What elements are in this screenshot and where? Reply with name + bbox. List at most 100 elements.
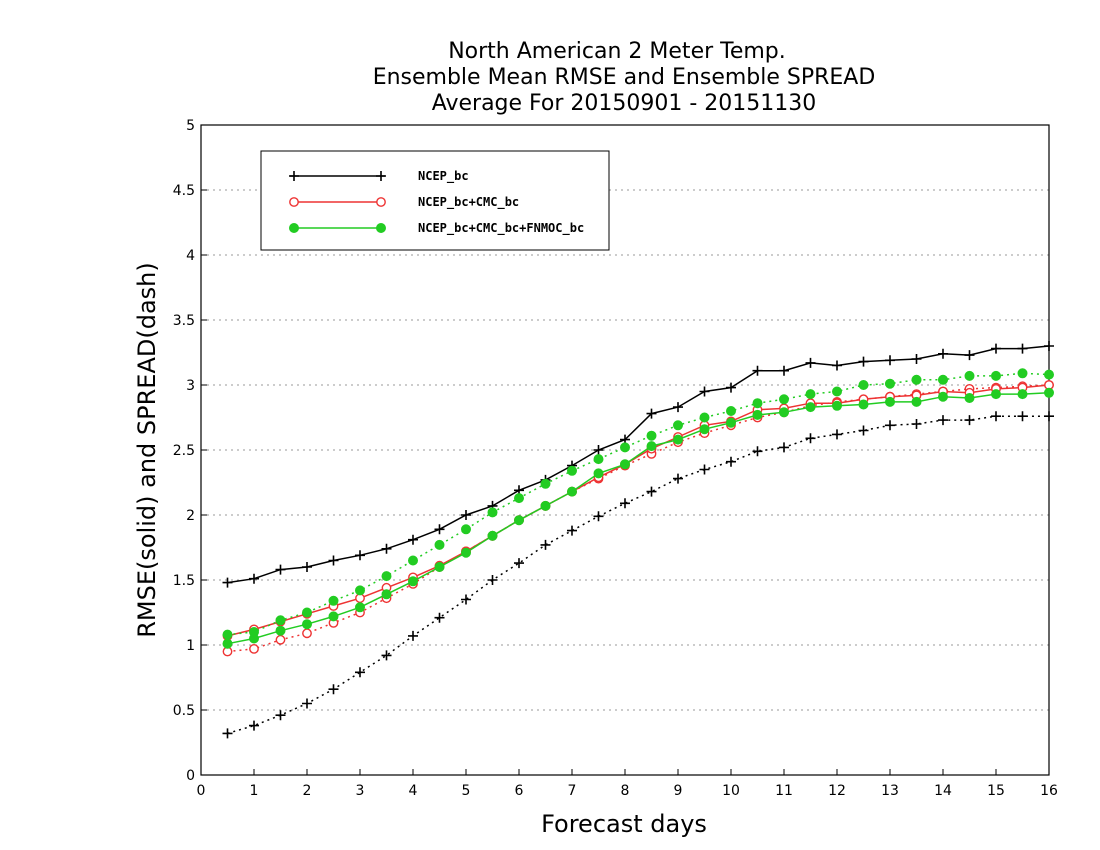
x-tick-label: 9: [674, 783, 683, 799]
ncep-bc-cmc-bc-fnmoc-bc-spread-point: [461, 524, 471, 535]
legend-swatch-marker: [289, 171, 299, 181]
ncep-bc-rmse-point: [355, 550, 365, 561]
ncep-bc-cmc-bc-fnmoc-bc-spread-point: [699, 412, 710, 423]
legend-label-ncep-bc: NCEP_bc: [418, 169, 469, 184]
ncep-bc-spread-point: [752, 446, 763, 457]
y-tick-label: 1.5: [173, 573, 195, 589]
ncep-bc-cmc-bc-fnmoc-bc-spread-point: [408, 555, 418, 566]
x-tick-label: 1: [250, 783, 259, 799]
series-layer: [222, 341, 1054, 739]
ncep-bc-spread-point: [249, 720, 259, 731]
x-tick-label: 3: [356, 783, 365, 799]
x-tick-label: 2: [303, 783, 312, 799]
ncep-bc-spread-point: [461, 594, 471, 605]
legend-swatch-marker: [376, 223, 386, 233]
ncep-bc-cmc-bc-fnmoc-bc-rmse-point: [275, 625, 286, 636]
ncep-bc-spread-point: [699, 464, 710, 475]
ncep-bc-spread-point: [487, 575, 498, 585]
ncep-bc-rmse-point: [779, 365, 789, 376]
ncep-bc-rmse-point: [885, 355, 895, 366]
y-tick-label: 0: [186, 768, 195, 784]
ncep-bc-cmc-bc-fnmoc-bc-rmse-point: [646, 441, 657, 452]
ncep-bc-rmse-point: [805, 357, 816, 368]
x-tick-label: 16: [1040, 783, 1058, 799]
chart-title-line-1: North American 2 Meter Temp.: [448, 39, 786, 64]
legend-label-ncep-bc-cmc-bc-fnmoc-bc: NCEP_bc+CMC_bc+FNMOC_bc: [418, 221, 584, 236]
y-tick-label: 2: [186, 508, 195, 524]
ncep-bc-cmc-bc-fnmoc-bc-rmse-point: [779, 407, 789, 418]
ncep-bc-spread-point: [1017, 411, 1028, 422]
ncep-bc-rmse-point: [699, 386, 710, 397]
chart-title-line-3: Average For 20150901 - 20151130: [432, 91, 817, 116]
ncep-bc-cmc-bc-fnmoc-bc-spread-point: [673, 420, 683, 431]
ncep-bc-cmc-bc-fnmoc-bc-rmse-line: [227, 392, 1050, 645]
ncep-bc-cmc-bc-fnmoc-bc-rmse-point: [964, 393, 975, 403]
ncep-bc-spread-point: [620, 498, 630, 509]
ncep-bc-spread-point: [302, 698, 312, 709]
x-tick-label: 4: [409, 783, 418, 799]
ncep-bc-spread-point: [673, 473, 683, 484]
ncep-bc-cmc-bc-fnmoc-bc-spread-point: [911, 374, 922, 385]
ncep-bc-cmc-bc-fnmoc-bc-rmse-point: [328, 611, 339, 622]
ncep-bc-cmc-bc-fnmoc-bc-rmse-point: [832, 400, 842, 411]
ncep-bc-cmc-bc-fnmoc-bc-spread-point: [381, 571, 392, 582]
ncep-bc-spread-point: [593, 511, 604, 522]
ncep-bc-rmse-point: [991, 343, 1001, 354]
legend-swatch-marker: [289, 197, 299, 207]
y-tick-label: 3: [186, 378, 195, 394]
legend-label-ncep-bc-cmc-bc: NCEP_bc+CMC_bc: [418, 195, 519, 210]
ncep-bc-rmse-point: [673, 402, 683, 413]
ncep-bc-spread-point: [646, 486, 657, 497]
legend-swatch-marker: [376, 171, 386, 181]
x-tick-label: 12: [828, 783, 846, 799]
y-tick-label: 4.5: [173, 183, 195, 199]
x-tick-label: 14: [934, 783, 952, 799]
y-tick-label: 4: [186, 248, 195, 264]
ncep-bc-spread-point: [514, 558, 524, 569]
ncep-bc-spread-point: [275, 710, 286, 721]
ncep-bc-cmc-bc-fnmoc-bc-spread-point: [275, 615, 286, 626]
ncep-bc-cmc-bc-fnmoc-bc-rmse-point: [699, 424, 710, 435]
ncep-bc-cmc-bc-fnmoc-bc-rmse-point: [858, 399, 869, 410]
y-tick-label: 5: [186, 118, 195, 134]
ncep-bc-cmc-bc-fnmoc-bc-spread-point: [514, 493, 524, 504]
ncep-bc-rmse-point: [858, 356, 869, 367]
ncep-bc-cmc-bc-fnmoc-bc-spread-point: [805, 389, 816, 400]
ncep-bc-rmse-point: [328, 555, 339, 566]
ncep-bc-cmc-bc-fnmoc-bc-rmse-point: [620, 459, 630, 470]
ncep-bc-spread-point: [885, 420, 895, 431]
x-tick-label: 7: [568, 783, 577, 799]
legend: NCEP_bc NCEP_bc+CMC_bc NCEP_bc+CMC_bc+FNMO…: [260, 150, 610, 251]
y-tick-label: 2.5: [173, 443, 195, 459]
ncep-bc-cmc-bc-fnmoc-bc-rmse-point: [461, 547, 471, 558]
ncep-bc-spread-point: [911, 419, 922, 429]
x-tick-label: 15: [987, 783, 1005, 799]
ncep-bc-cmc-bc-fnmoc-bc-rmse-point: [408, 576, 418, 587]
ncep-bc-rmse-point: [964, 350, 975, 361]
ncep-bc-cmc-bc-fnmoc-bc-spread-line: [227, 372, 1050, 636]
ncep-bc-cmc-bc-fnmoc-bc-spread-point: [858, 380, 869, 390]
ncep-bc-spread-point: [726, 456, 736, 467]
ncep-bc-rmse-point: [461, 510, 471, 520]
legend-box: [260, 150, 610, 251]
ncep-bc-spread-point: [222, 728, 233, 739]
ncep-bc-rmse-point: [434, 524, 445, 535]
ncep-bc-spread-point: [832, 429, 842, 440]
ncep-bc-cmc-bc-fnmoc-bc-spread-point: [302, 607, 312, 618]
ncep-bc-cmc-bc-spread-point: [302, 628, 312, 639]
x-tick-label: 13: [881, 783, 899, 799]
ncep-bc-cmc-bc-fnmoc-bc-rmse-point: [911, 396, 922, 407]
ncep-bc-cmc-bc-fnmoc-bc-spread-point: [620, 442, 630, 453]
y-tick-label: 3.5: [173, 313, 195, 329]
ncep-bc-cmc-bc-fnmoc-bc-spread-point: [434, 539, 445, 550]
ncep-bc-cmc-bc-fnmoc-bc-spread-point: [355, 585, 365, 596]
ncep-bc-cmc-bc-fnmoc-bc-spread-point: [593, 454, 604, 465]
ncep-bc-spread-point: [355, 667, 365, 678]
x-tick-label: 10: [722, 783, 740, 799]
ncep-bc-cmc-bc-fnmoc-bc-rmse-point: [381, 589, 392, 600]
ncep-bc-rmse-point: [1044, 341, 1054, 351]
series-1: [222, 380, 1054, 657]
ncep-bc-cmc-bc-fnmoc-bc-rmse-point: [1044, 387, 1054, 398]
x-tick-label: 0: [197, 783, 206, 799]
ncep-bc-cmc-bc-fnmoc-bc-spread-point: [938, 374, 948, 385]
